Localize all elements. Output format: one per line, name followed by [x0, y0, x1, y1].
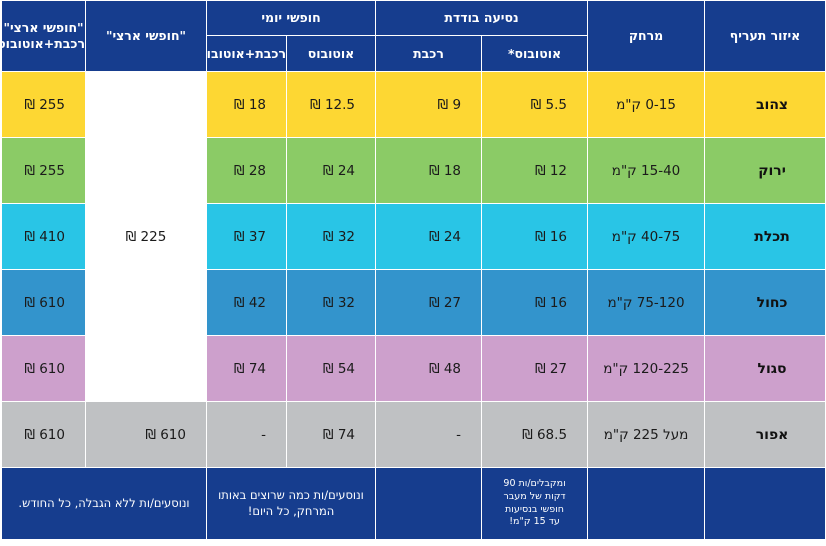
- footer-national-note: ונוסעים/ות ללא הגבלה, כל החודש.: [1, 467, 207, 540]
- national-price: 610 ₪: [85, 401, 207, 468]
- zone-distance: 15-40 ק"מ: [587, 137, 706, 204]
- zone-distance: 75-120 ק"מ: [587, 269, 706, 336]
- single-bus-price: 12 ₪: [481, 137, 589, 204]
- header-national-train-bus-line1: "חופשי ארצי": [3, 20, 84, 36]
- daily-bus-price: 54 ₪: [286, 335, 376, 402]
- header-daily-bus: אוטובוס: [286, 35, 376, 72]
- header-single-train: רכבת: [374, 35, 483, 72]
- header-daily-train-bus: רכבת+אוטובוס: [206, 35, 287, 72]
- daily-bus-price: 24 ₪: [286, 137, 376, 204]
- daily-bus-price: 12.5 ₪: [286, 71, 376, 138]
- footer-empty-zone: [704, 467, 826, 540]
- table-row: ירוק 15-40 ק"מ 12 ₪ 18 ₪ 24 ₪ 28 ₪ 255 ₪: [1, 137, 826, 204]
- national-train-bus-price: 255 ₪: [1, 137, 86, 204]
- single-train-price: -: [374, 401, 483, 468]
- single-bus-price: 27 ₪: [481, 335, 589, 402]
- single-bus-price: 5.5 ₪: [481, 71, 589, 138]
- single-train-price: 9 ₪: [374, 71, 483, 138]
- single-train-price: 27 ₪: [374, 269, 483, 336]
- footer-daily-note-line1: ונוסעים/ות כמה שרוצים באותו: [218, 487, 364, 502]
- header-national-train-bus: "חופשי ארצי" רכבת+אוטובוס: [1, 0, 86, 72]
- zone-name: סגול: [704, 335, 826, 402]
- table-row: כחול 75-120 ק"מ 16 ₪ 27 ₪ 32 ₪ 42 ₪ 610 …: [1, 269, 826, 336]
- zone-name: כחול: [704, 269, 826, 336]
- footer-single-bus-note-line2: דקות של מעבר: [503, 490, 566, 502]
- zone-name: תכלת: [704, 203, 826, 270]
- footer-empty-distance: [587, 467, 706, 540]
- header-national: "חופשי ארצי": [85, 0, 207, 72]
- header-single-ride: נסיעה בודדת: [374, 0, 589, 36]
- daily-bus-price: 74 ₪: [286, 401, 376, 468]
- daily-bus-price: 32 ₪: [286, 269, 376, 336]
- zone-distance: מעל 225 ק"מ: [587, 401, 706, 468]
- zone-distance: 40-75 ק"מ: [587, 203, 706, 270]
- national-train-bus-price: 255 ₪: [1, 71, 86, 138]
- footer-single-bus-note-line3: חופשי בנסיעות: [505, 503, 565, 515]
- header-zone: איזור תעריף: [704, 0, 826, 72]
- single-bus-price: 16 ₪: [481, 203, 589, 270]
- table-row: צהוב 0-15 ק"מ 5.5 ₪ 9 ₪ 12.5 ₪ 18 ₪ 225 …: [1, 71, 826, 402]
- daily-train-bus-price: 18 ₪: [206, 71, 287, 138]
- zone-name: אפור: [704, 401, 826, 468]
- national-train-bus-price: 410 ₪: [1, 203, 86, 270]
- footer-row: ומקבלים/ות 90 דקות של מעבר חופשי בנסיעות…: [1, 467, 826, 540]
- national-train-bus-price: 610 ₪: [1, 401, 86, 468]
- header-distance: מרחק: [587, 0, 706, 72]
- single-train-price: 18 ₪: [374, 137, 483, 204]
- single-train-price: 48 ₪: [374, 335, 483, 402]
- zone-distance: 0-15 ק"מ: [587, 71, 706, 138]
- footer-single-bus-note-line1: ומקבלים/ות 90: [503, 477, 566, 489]
- daily-train-bus-price: 28 ₪: [206, 137, 287, 204]
- daily-train-bus-price: 37 ₪: [206, 203, 287, 270]
- single-train-price: 24 ₪: [374, 203, 483, 270]
- zone-distance: 120-225 ק"מ: [587, 335, 706, 402]
- header-national-train-bus-line2: רכבת+אוטובוס: [1, 36, 85, 51]
- single-bus-price: 68.5 ₪: [481, 401, 589, 468]
- footer-daily-note: ונוסעים/ות כמה שרוצים באותו המרחק, כל הי…: [206, 467, 376, 540]
- daily-train-bus-price: -: [206, 401, 287, 468]
- daily-train-bus-price: 74 ₪: [206, 335, 287, 402]
- national-train-bus-price: 610 ₪: [1, 335, 86, 402]
- footer-empty-train: [374, 467, 483, 540]
- single-bus-price: 16 ₪: [481, 269, 589, 336]
- table-row: אפור מעל 225 ק"מ 68.5 ₪ - 74 ₪ - 610 ₪ 6…: [1, 401, 826, 468]
- footer-daily-note-line2: המרחק, כל היום!: [247, 503, 335, 518]
- daily-train-bus-price: 42 ₪: [206, 269, 287, 336]
- national-train-bus-price: 610 ₪: [1, 269, 86, 336]
- table-row: תכלת 40-75 ק"מ 16 ₪ 24 ₪ 32 ₪ 37 ₪ 410 ₪: [1, 203, 826, 270]
- daily-bus-price: 32 ₪: [286, 203, 376, 270]
- zone-name: ירוק: [704, 137, 826, 204]
- header-daily-pass: חופשי יומי: [206, 0, 376, 36]
- footer-single-bus-note-line4: עד 15 ק"מ!: [509, 516, 560, 528]
- footer-single-bus-note: ומקבלים/ות 90 דקות של מעבר חופשי בנסיעות…: [481, 467, 589, 540]
- national-shared-price: 225 ₪: [85, 71, 207, 402]
- zone-name: צהוב: [704, 71, 826, 138]
- header-single-bus: אוטובוס*: [481, 35, 589, 72]
